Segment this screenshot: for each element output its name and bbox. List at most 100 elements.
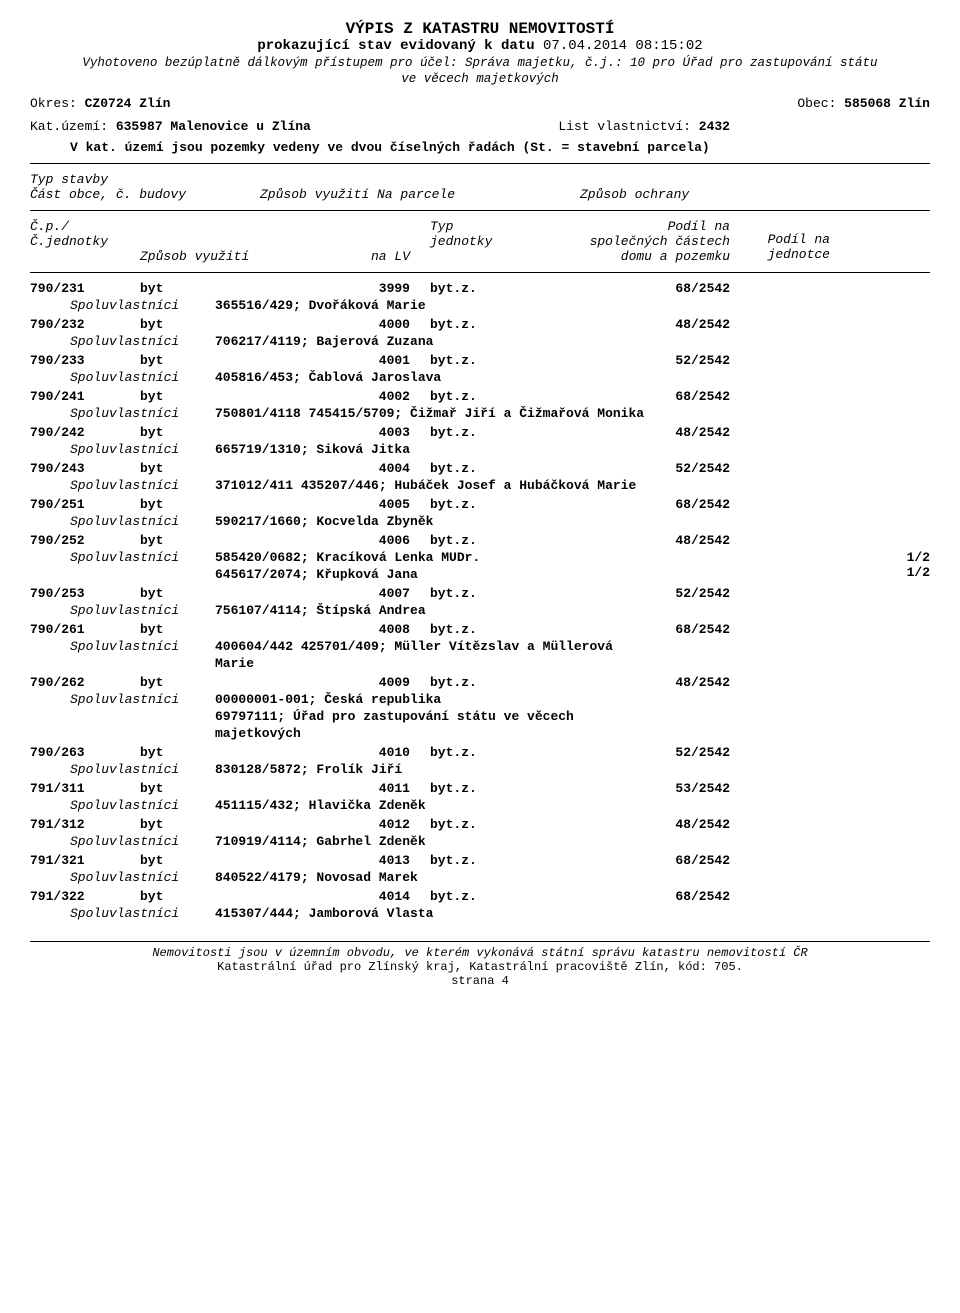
owner-share: 1/2 bbox=[870, 550, 930, 565]
unit-id: 790/253 bbox=[30, 586, 140, 601]
owner-label: Spoluvlastníci bbox=[70, 334, 215, 349]
owner-row: Spoluvlastníci585420/0682; Kracíková Len… bbox=[70, 550, 930, 565]
unit-type: byt bbox=[140, 586, 290, 601]
owner-text: 706217/4119; Bajerová Zuzana bbox=[215, 334, 930, 349]
unit-lv: 4013 bbox=[290, 853, 430, 868]
units-container: 790/231byt3999byt.z.68/2542 Spoluvlastníc… bbox=[30, 281, 930, 921]
unit-row: 791/321byt4013byt.z.68/2542 bbox=[30, 853, 930, 868]
unit-id: 791/321 bbox=[30, 853, 140, 868]
unit-id: 790/243 bbox=[30, 461, 140, 476]
unit-j: byt.z. bbox=[430, 533, 530, 548]
unit-podil: 68/2542 bbox=[530, 497, 730, 512]
owner-label: Spoluvlastníci bbox=[70, 906, 215, 921]
unit-row: 790/231byt3999byt.z.68/2542 bbox=[30, 281, 930, 296]
unit-row: 790/241byt4002byt.z.68/2542 bbox=[30, 389, 930, 404]
owner-text: 830128/5872; Frolík Jiří bbox=[215, 762, 930, 777]
unit-type: byt bbox=[140, 461, 290, 476]
unit-lv: 4009 bbox=[290, 675, 430, 690]
unit-j: byt.z. bbox=[430, 586, 530, 601]
owner-extra-line: majetkových bbox=[30, 724, 930, 741]
title-sub: prokazující stav evidovaný k datu 07.04.… bbox=[30, 38, 930, 54]
unit-id: 790/251 bbox=[30, 497, 140, 512]
unit-id: 790/262 bbox=[30, 675, 140, 690]
unit-podil: 52/2542 bbox=[530, 461, 730, 476]
unit-j: byt.z. bbox=[430, 425, 530, 440]
meta-katuzemi: Kat.území: 635987 Malenovice u Zlína Lis… bbox=[30, 119, 930, 134]
unit-j: byt.z. bbox=[430, 497, 530, 512]
unit-podil: 68/2542 bbox=[530, 889, 730, 904]
unit-id: 790/231 bbox=[30, 281, 140, 296]
unit-row: 791/312byt4012byt.z.48/2542 bbox=[30, 817, 930, 832]
owner-row: Spoluvlastníci756107/4114; Štípská Andre… bbox=[70, 603, 930, 618]
owner-label: Spoluvlastníci bbox=[70, 762, 215, 777]
owner-label: Spoluvlastníci bbox=[70, 406, 215, 421]
unit-j: byt.z. bbox=[430, 781, 530, 796]
unit-id: 790/241 bbox=[30, 389, 140, 404]
unit-type: byt bbox=[140, 353, 290, 368]
unit-row: 790/253byt4007byt.z.52/2542 bbox=[30, 586, 930, 601]
owner-label: Spoluvlastníci bbox=[70, 370, 215, 385]
unit-lv: 4005 bbox=[290, 497, 430, 512]
unit-podil: 68/2542 bbox=[530, 622, 730, 637]
owner-row: Spoluvlastníci840522/4179; Novosad Marek bbox=[70, 870, 930, 885]
unit-type: byt bbox=[140, 317, 290, 332]
unit-podil: 48/2542 bbox=[530, 533, 730, 548]
title-block: VÝPIS Z KATASTRU NEMOVITOSTÍ prokazující… bbox=[30, 20, 930, 86]
owner-extra-line: 645617/2074; Křupková Jana1/2 bbox=[30, 565, 930, 582]
owner-label: Spoluvlastníci bbox=[70, 514, 215, 529]
unit-row: 790/261byt4008byt.z.68/2542 bbox=[30, 622, 930, 637]
owner-text: 451115/432; Hlavička Zdeněk bbox=[215, 798, 930, 813]
column-headers: Č.p./ Č.jednotky Způsob využití na LV Ty… bbox=[30, 219, 930, 264]
owner-label: Spoluvlastníci bbox=[70, 478, 215, 493]
owner-label: Spoluvlastníci bbox=[70, 834, 215, 849]
owner-text: 756107/4114; Štípská Andrea bbox=[215, 603, 930, 618]
unit-type: byt bbox=[140, 533, 290, 548]
owner-row: Spoluvlastníci00000001-001; Česká republ… bbox=[70, 692, 930, 707]
owner-text: 840522/4179; Novosad Marek bbox=[215, 870, 930, 885]
owner-row: Spoluvlastníci405816/453; Čablová Jarosl… bbox=[70, 370, 930, 385]
unit-row: 790/263byt4010byt.z.52/2542 bbox=[30, 745, 930, 760]
unit-podil: 68/2542 bbox=[530, 389, 730, 404]
unit-lv: 4012 bbox=[290, 817, 430, 832]
unit-type: byt bbox=[140, 817, 290, 832]
unit-lv: 4007 bbox=[290, 586, 430, 601]
owner-text: 415307/444; Jamborová Vlasta bbox=[215, 906, 930, 921]
unit-id: 790/242 bbox=[30, 425, 140, 440]
unit-lv: 4000 bbox=[290, 317, 430, 332]
rule-1 bbox=[30, 163, 930, 164]
unit-j: byt.z. bbox=[430, 745, 530, 760]
unit-podil: 52/2542 bbox=[530, 586, 730, 601]
unit-podil: 48/2542 bbox=[530, 817, 730, 832]
unit-j: byt.z. bbox=[430, 817, 530, 832]
unit-type: byt bbox=[140, 853, 290, 868]
unit-row: 790/232byt4000byt.z.48/2542 bbox=[30, 317, 930, 332]
unit-podil: 52/2542 bbox=[530, 745, 730, 760]
owner-text: 365516/429; Dvořáková Marie bbox=[215, 298, 930, 313]
owner-row: Spoluvlastníci750801/4118 745415/5709; Č… bbox=[70, 406, 930, 421]
unit-lv: 4004 bbox=[290, 461, 430, 476]
owner-row: Spoluvlastníci830128/5872; Frolík Jiří bbox=[70, 762, 930, 777]
unit-type: byt bbox=[140, 745, 290, 760]
unit-podil: 48/2542 bbox=[530, 425, 730, 440]
owner-text: 750801/4118 745415/5709; Čižmař Jiří a Č… bbox=[215, 406, 930, 421]
unit-type: byt bbox=[140, 497, 290, 512]
owner-text: 665719/1310; Siková Jitka bbox=[215, 442, 930, 457]
unit-podil: 48/2542 bbox=[530, 675, 730, 690]
unit-lv: 4006 bbox=[290, 533, 430, 548]
unit-row: 790/252byt4006byt.z.48/2542 bbox=[30, 533, 930, 548]
unit-id: 790/232 bbox=[30, 317, 140, 332]
unit-type: byt bbox=[140, 281, 290, 296]
owner-extra-line: 69797111; Úřad pro zastupování státu ve … bbox=[30, 707, 930, 724]
owner-label: Spoluvlastníci bbox=[70, 442, 215, 457]
unit-row: 791/311byt4011byt.z.53/2542 bbox=[30, 781, 930, 796]
rule-3 bbox=[30, 272, 930, 273]
unit-id: 790/252 bbox=[30, 533, 140, 548]
unit-id: 790/233 bbox=[30, 353, 140, 368]
rule-2 bbox=[30, 210, 930, 211]
unit-lv: 4014 bbox=[290, 889, 430, 904]
unit-j: byt.z. bbox=[430, 353, 530, 368]
unit-j: byt.z. bbox=[430, 461, 530, 476]
owner-label: Spoluvlastníci bbox=[70, 870, 215, 885]
meta-okres-obec: Okres: CZ0724 Zlín Obec: 585068 Zlín bbox=[30, 96, 930, 111]
unit-lv: 4001 bbox=[290, 353, 430, 368]
